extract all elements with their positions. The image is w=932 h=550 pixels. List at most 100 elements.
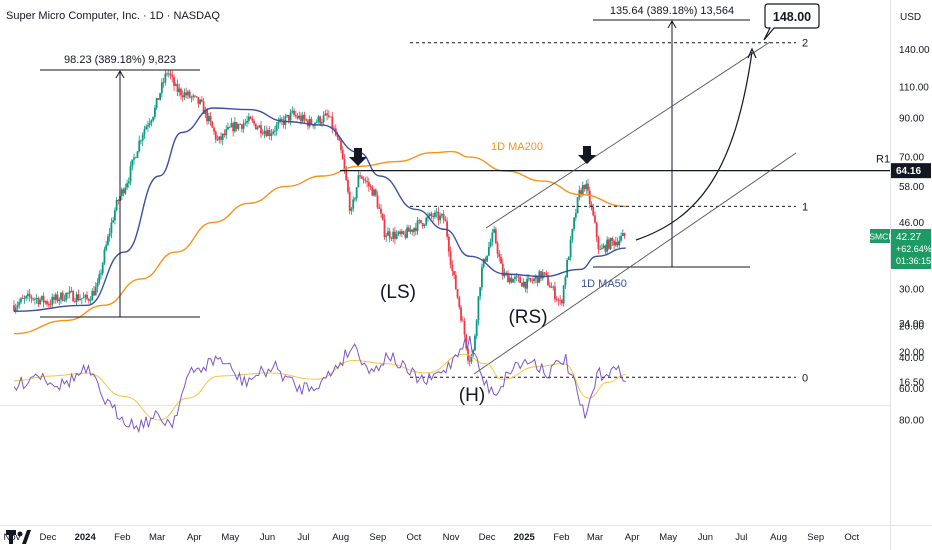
- r1-price-value: 64.16: [896, 166, 921, 177]
- time-axis[interactable]: NovDec2024FebMarAprMayJunJulAugSepOctNov…: [4, 532, 860, 543]
- candle-body: [126, 183, 128, 188]
- last-price-change: +62.64%: [896, 244, 932, 254]
- candle-body: [581, 185, 584, 196]
- candle-body: [51, 296, 54, 305]
- time-tick-label: Sep: [807, 532, 824, 543]
- candle-body: [418, 220, 421, 221]
- candle-body: [496, 242, 499, 254]
- candle-body: [32, 298, 35, 300]
- candle-body: [117, 199, 120, 201]
- candle-body: [519, 277, 522, 283]
- candle-body: [96, 282, 99, 287]
- candle-body: [561, 300, 563, 304]
- price-tick-label: 30.00: [899, 284, 924, 295]
- candle-body: [562, 285, 565, 304]
- time-tick-label: Dec: [40, 532, 57, 543]
- candle-body: [373, 189, 375, 196]
- candle-body: [388, 231, 391, 239]
- candle-body: [49, 304, 52, 306]
- time-tick-label: Feb: [553, 532, 569, 543]
- time-tick-label: Jul: [297, 532, 309, 543]
- candle-body: [479, 287, 482, 297]
- candle-body: [585, 183, 588, 190]
- candle-body: [550, 287, 553, 289]
- time-tick-label: Oct: [406, 532, 421, 543]
- candle-body: [21, 298, 24, 300]
- candle-body: [588, 190, 591, 204]
- candle-body: [93, 290, 95, 296]
- candle-body: [540, 271, 542, 279]
- candle-body: [367, 182, 370, 187]
- candle-body: [460, 307, 462, 321]
- candle-body: [39, 299, 41, 305]
- candle-body: [68, 290, 71, 294]
- candle-body: [152, 116, 155, 121]
- currency-label[interactable]: USD: [900, 12, 921, 23]
- candle-body: [147, 125, 149, 127]
- time-tick-label: 2025: [514, 532, 536, 543]
- last-price-value: 42.27: [896, 232, 921, 243]
- candle-body: [348, 191, 351, 211]
- candle-body: [220, 136, 222, 140]
- ma200-label: 1D MA200: [491, 141, 543, 153]
- candle-body: [261, 133, 264, 135]
- candle-body: [411, 229, 414, 232]
- candle-body: [94, 286, 97, 296]
- candle-body: [228, 127, 231, 128]
- candle-body: [103, 249, 106, 264]
- candle-body: [143, 129, 146, 135]
- candle-body: [234, 122, 236, 132]
- candle-body: [362, 178, 365, 181]
- candle-body: [160, 82, 163, 94]
- candle-body: [423, 224, 426, 227]
- candle-body: [251, 118, 254, 121]
- candle-body: [354, 198, 356, 200]
- candle-body: [333, 128, 335, 130]
- candle-body: [157, 98, 160, 100]
- candle-body: [193, 95, 196, 97]
- candle-body: [381, 213, 384, 220]
- candle-body: [500, 256, 502, 264]
- candle-body: [329, 116, 332, 118]
- candle-body: [44, 301, 47, 303]
- candle-body: [507, 273, 509, 283]
- past-move-arrowhead: [115, 69, 125, 79]
- candle-body: [437, 211, 440, 221]
- fib-0-label: 0: [802, 372, 808, 384]
- candle-body: [150, 120, 153, 124]
- time-tick-label: Apr: [187, 532, 202, 543]
- candle-body: [559, 300, 562, 302]
- candle-body: [580, 190, 582, 196]
- candle-body: [395, 234, 398, 239]
- time-tick-label: Nov: [443, 532, 460, 543]
- candle-body: [223, 133, 226, 136]
- projected-move-label: 135.64 (389.18%) 13,564: [610, 5, 734, 17]
- candle-body: [176, 84, 179, 93]
- candle-body: [320, 122, 323, 124]
- candle-body: [56, 294, 59, 302]
- candle-body: [35, 298, 38, 299]
- price-tick-label: 90.00: [899, 114, 924, 125]
- channel-lower: [473, 152, 797, 375]
- candles-layer: [13, 69, 626, 367]
- candle-body: [305, 119, 308, 121]
- candle-body: [345, 169, 348, 180]
- candle-body: [515, 276, 518, 278]
- candle-body: [61, 292, 64, 301]
- candle-body: [230, 122, 233, 128]
- projection-curve: [635, 51, 753, 241]
- candle-body: [129, 166, 132, 182]
- candle-body: [482, 258, 485, 268]
- candle-body: [30, 296, 33, 299]
- candle-body: [477, 296, 480, 321]
- candle-body: [46, 301, 48, 305]
- candle-body: [200, 99, 203, 102]
- candle-body: [487, 246, 490, 256]
- candle-body: [376, 195, 379, 208]
- price-axis[interactable]: 16.5020.0024.0030.0038.0046.0058.0070.00…: [899, 45, 930, 389]
- candle-body: [315, 121, 318, 123]
- candle-body: [213, 127, 215, 132]
- channel-upper: [485, 41, 771, 229]
